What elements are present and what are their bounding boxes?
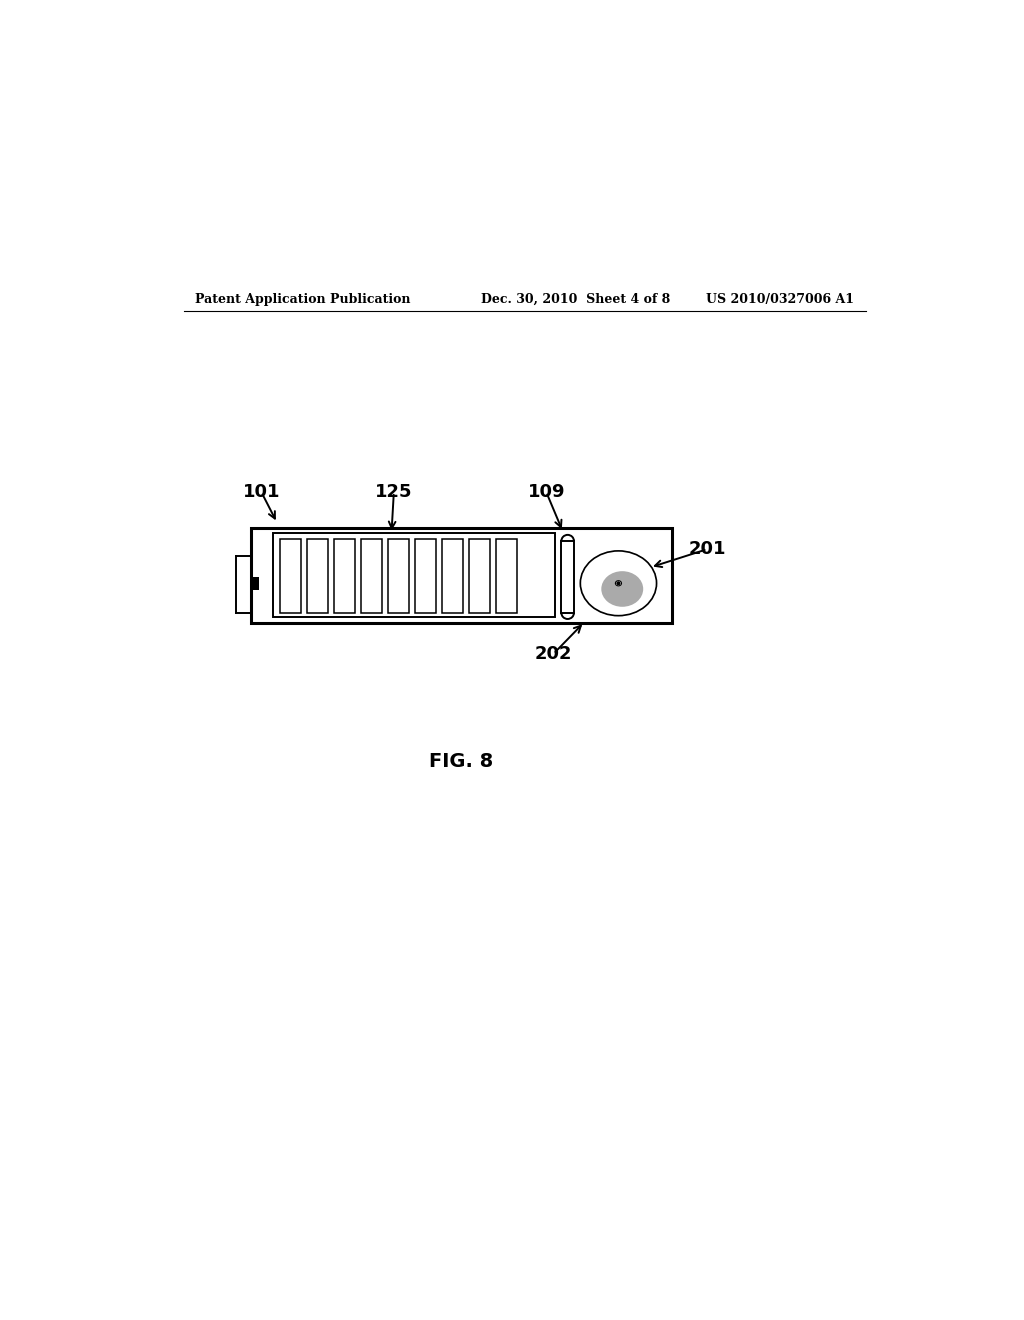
Ellipse shape xyxy=(581,550,656,615)
Bar xyxy=(251,577,259,590)
Bar xyxy=(251,528,672,623)
Text: Patent Application Publication: Patent Application Publication xyxy=(196,293,411,306)
Ellipse shape xyxy=(599,568,638,599)
Text: 101: 101 xyxy=(243,483,281,502)
Bar xyxy=(388,539,409,614)
Bar xyxy=(281,539,301,614)
Bar xyxy=(361,539,382,614)
Text: 125: 125 xyxy=(375,483,413,502)
Ellipse shape xyxy=(593,562,644,605)
Text: US 2010/0327006 A1: US 2010/0327006 A1 xyxy=(707,293,854,306)
Bar xyxy=(273,533,555,618)
Bar xyxy=(307,539,328,614)
Circle shape xyxy=(617,582,620,585)
Ellipse shape xyxy=(616,582,620,585)
Text: FIG. 8: FIG. 8 xyxy=(429,752,494,771)
Ellipse shape xyxy=(587,556,650,610)
Ellipse shape xyxy=(601,572,643,607)
Ellipse shape xyxy=(612,578,625,589)
Bar xyxy=(442,539,463,614)
Bar xyxy=(469,539,489,614)
Bar xyxy=(497,539,517,614)
Bar xyxy=(334,539,355,614)
Bar xyxy=(416,539,436,614)
Text: 201: 201 xyxy=(688,540,726,558)
Ellipse shape xyxy=(580,550,657,616)
Text: 109: 109 xyxy=(527,483,565,502)
Text: Dec. 30, 2010  Sheet 4 of 8: Dec. 30, 2010 Sheet 4 of 8 xyxy=(481,293,671,306)
Text: 202: 202 xyxy=(535,645,572,663)
Ellipse shape xyxy=(606,573,631,594)
Bar xyxy=(561,541,574,612)
Ellipse shape xyxy=(615,581,622,586)
